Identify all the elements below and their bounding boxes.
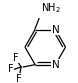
- Text: F: F: [8, 64, 14, 74]
- Text: NH$_2$: NH$_2$: [41, 1, 61, 15]
- Text: N: N: [51, 24, 59, 35]
- Text: N: N: [51, 60, 59, 70]
- Text: F: F: [16, 74, 22, 83]
- Text: F: F: [13, 53, 18, 63]
